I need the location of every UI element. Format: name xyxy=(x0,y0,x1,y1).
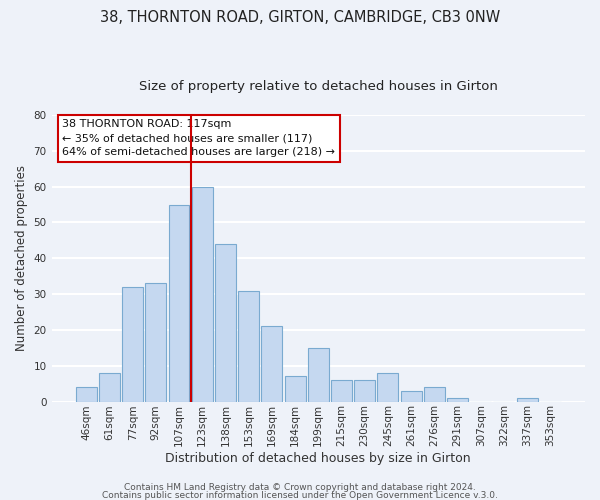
Bar xyxy=(308,348,329,402)
Bar xyxy=(517,398,538,402)
Bar xyxy=(447,398,468,402)
X-axis label: Distribution of detached houses by size in Girton: Distribution of detached houses by size … xyxy=(166,452,471,465)
Text: Contains HM Land Registry data © Crown copyright and database right 2024.: Contains HM Land Registry data © Crown c… xyxy=(124,484,476,492)
Bar xyxy=(215,244,236,402)
Bar xyxy=(192,186,212,402)
Text: Contains public sector information licensed under the Open Government Licence v.: Contains public sector information licen… xyxy=(102,490,498,500)
Bar xyxy=(377,373,398,402)
Text: 38, THORNTON ROAD, GIRTON, CAMBRIDGE, CB3 0NW: 38, THORNTON ROAD, GIRTON, CAMBRIDGE, CB… xyxy=(100,10,500,25)
Bar xyxy=(262,326,283,402)
Bar xyxy=(354,380,375,402)
Bar xyxy=(145,284,166,402)
Bar xyxy=(331,380,352,402)
Bar xyxy=(284,376,305,402)
Bar xyxy=(424,387,445,402)
Text: 38 THORNTON ROAD: 117sqm
← 35% of detached houses are smaller (117)
64% of semi-: 38 THORNTON ROAD: 117sqm ← 35% of detach… xyxy=(62,120,335,158)
Bar xyxy=(122,287,143,402)
Bar xyxy=(238,290,259,402)
Bar xyxy=(169,204,190,402)
Bar xyxy=(401,391,422,402)
Y-axis label: Number of detached properties: Number of detached properties xyxy=(15,166,28,352)
Bar xyxy=(76,387,97,402)
Bar xyxy=(99,373,120,402)
Title: Size of property relative to detached houses in Girton: Size of property relative to detached ho… xyxy=(139,80,498,93)
